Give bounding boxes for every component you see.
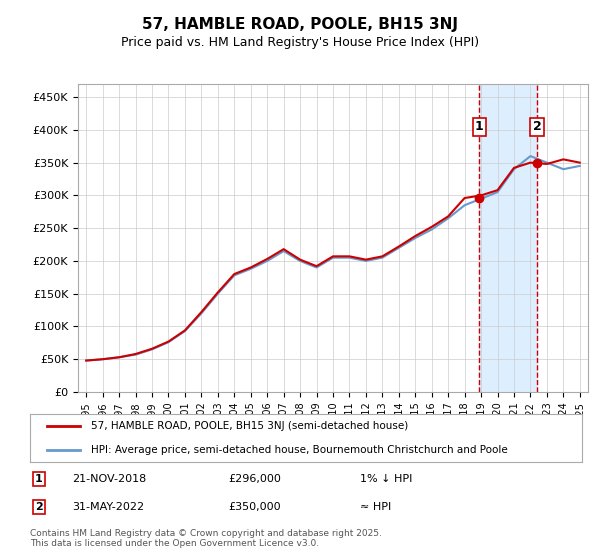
Text: Price paid vs. HM Land Registry's House Price Index (HPI): Price paid vs. HM Land Registry's House …	[121, 36, 479, 49]
Text: 2: 2	[35, 502, 43, 512]
Text: 1% ↓ HPI: 1% ↓ HPI	[360, 474, 412, 484]
Text: HPI: Average price, semi-detached house, Bournemouth Christchurch and Poole: HPI: Average price, semi-detached house,…	[91, 445, 508, 455]
Text: 57, HAMBLE ROAD, POOLE, BH15 3NJ (semi-detached house): 57, HAMBLE ROAD, POOLE, BH15 3NJ (semi-d…	[91, 421, 408, 431]
Text: 57, HAMBLE ROAD, POOLE, BH15 3NJ: 57, HAMBLE ROAD, POOLE, BH15 3NJ	[142, 17, 458, 32]
Text: 1: 1	[35, 474, 43, 484]
Text: £296,000: £296,000	[228, 474, 281, 484]
Bar	[479, 84, 537, 392]
Text: 31-MAY-2022: 31-MAY-2022	[72, 502, 144, 512]
Text: ≈ HPI: ≈ HPI	[360, 502, 391, 512]
Text: 21-NOV-2018: 21-NOV-2018	[72, 474, 146, 484]
Text: 2: 2	[533, 120, 541, 133]
Text: Contains HM Land Registry data © Crown copyright and database right 2025.
This d: Contains HM Land Registry data © Crown c…	[30, 529, 382, 548]
Text: £350,000: £350,000	[228, 502, 281, 512]
Text: 1: 1	[475, 120, 484, 133]
